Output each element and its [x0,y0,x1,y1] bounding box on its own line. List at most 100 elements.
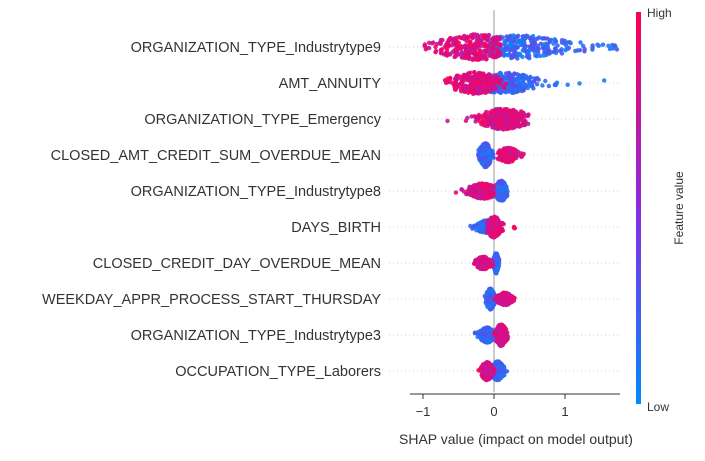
shap-point [438,40,443,46]
shap-point [459,81,464,87]
shap-point [505,53,510,58]
shap-point [526,76,531,81]
shap-point [505,192,510,198]
shap-point [469,114,474,119]
shap-point [489,45,495,51]
shap-point [490,227,495,233]
shap-point [475,226,480,231]
shap-point [527,36,533,41]
shap-point [559,51,565,56]
shap-point [499,335,504,340]
shap-point [498,43,503,48]
shap-point [538,53,543,59]
shap-point [495,156,500,161]
shap-point [497,53,502,58]
shap-point [487,89,492,94]
shap-point [433,48,439,54]
shap-point [439,47,444,52]
shap-point [481,144,486,149]
shap-point [602,78,607,83]
shap-point [503,338,508,343]
shap-point [480,56,485,61]
shap-point [485,74,491,80]
shap-point [479,332,484,337]
shap-point [450,49,455,55]
shap-point [504,292,509,297]
shap-point [530,84,535,89]
shap-point [515,44,520,50]
shap-point [452,54,457,60]
shap-point [611,46,616,51]
shap-point [476,261,481,267]
shap-point [525,85,530,91]
shap-point [442,52,447,57]
shap-point [509,115,514,121]
shap-point [472,330,478,335]
shap-point [476,194,481,199]
shap-point [534,82,540,87]
shap-point [453,47,458,53]
shap-point [532,79,537,84]
shap-point [481,184,486,190]
shap-point [470,35,475,40]
shap-point [546,83,552,89]
shap-point [452,38,457,43]
shap-point [472,75,477,80]
shap-point [506,34,511,40]
shap-point [505,330,510,335]
shap-point [497,148,502,153]
shap-point [577,81,582,86]
shap-point [545,45,550,50]
shap-point [463,43,469,48]
shap-point [493,35,499,40]
shap-point [543,78,548,84]
shap-point [486,32,492,38]
shap-point [503,47,508,53]
feature-guide-lines [389,46,620,372]
shap-point [455,52,460,57]
shap-point [509,110,514,116]
shap-point [476,42,481,47]
shap-point [523,119,528,124]
shap-point [518,53,523,58]
shap-point [459,187,464,192]
shap-point [456,40,462,46]
shap-point [497,107,502,112]
shap-point [496,114,502,120]
shap-point [495,218,500,223]
shap-point [502,121,507,126]
shap-point [533,53,538,58]
shap-point [458,74,464,79]
shap-point [484,117,489,123]
shap-point [499,46,505,51]
shap-point [485,187,491,192]
shap-point [497,225,502,230]
shap-point [553,82,559,88]
shap-point [468,70,473,75]
shap-point [464,74,469,80]
shap-point [482,328,487,334]
shap-point [549,37,554,43]
shap-point [430,41,435,46]
shap-point [433,44,438,50]
shap-point [485,290,490,295]
shap-point [472,42,477,47]
shap-point [499,157,505,162]
shap-point [578,40,583,45]
shap-point [490,125,495,130]
shap-point [515,39,521,45]
shap-point [484,56,489,62]
shap-point [541,42,546,47]
shap-point [500,300,506,306]
shap-point [490,154,495,159]
shap-points [422,32,620,383]
shap-point [472,32,478,37]
shap-point [424,45,429,51]
shap-point [507,42,512,47]
shap-point [448,75,453,81]
shap-point [489,115,494,120]
shap-point [536,45,541,51]
shap-point [565,46,570,52]
shap-point [504,186,509,192]
shap-point [506,126,512,131]
